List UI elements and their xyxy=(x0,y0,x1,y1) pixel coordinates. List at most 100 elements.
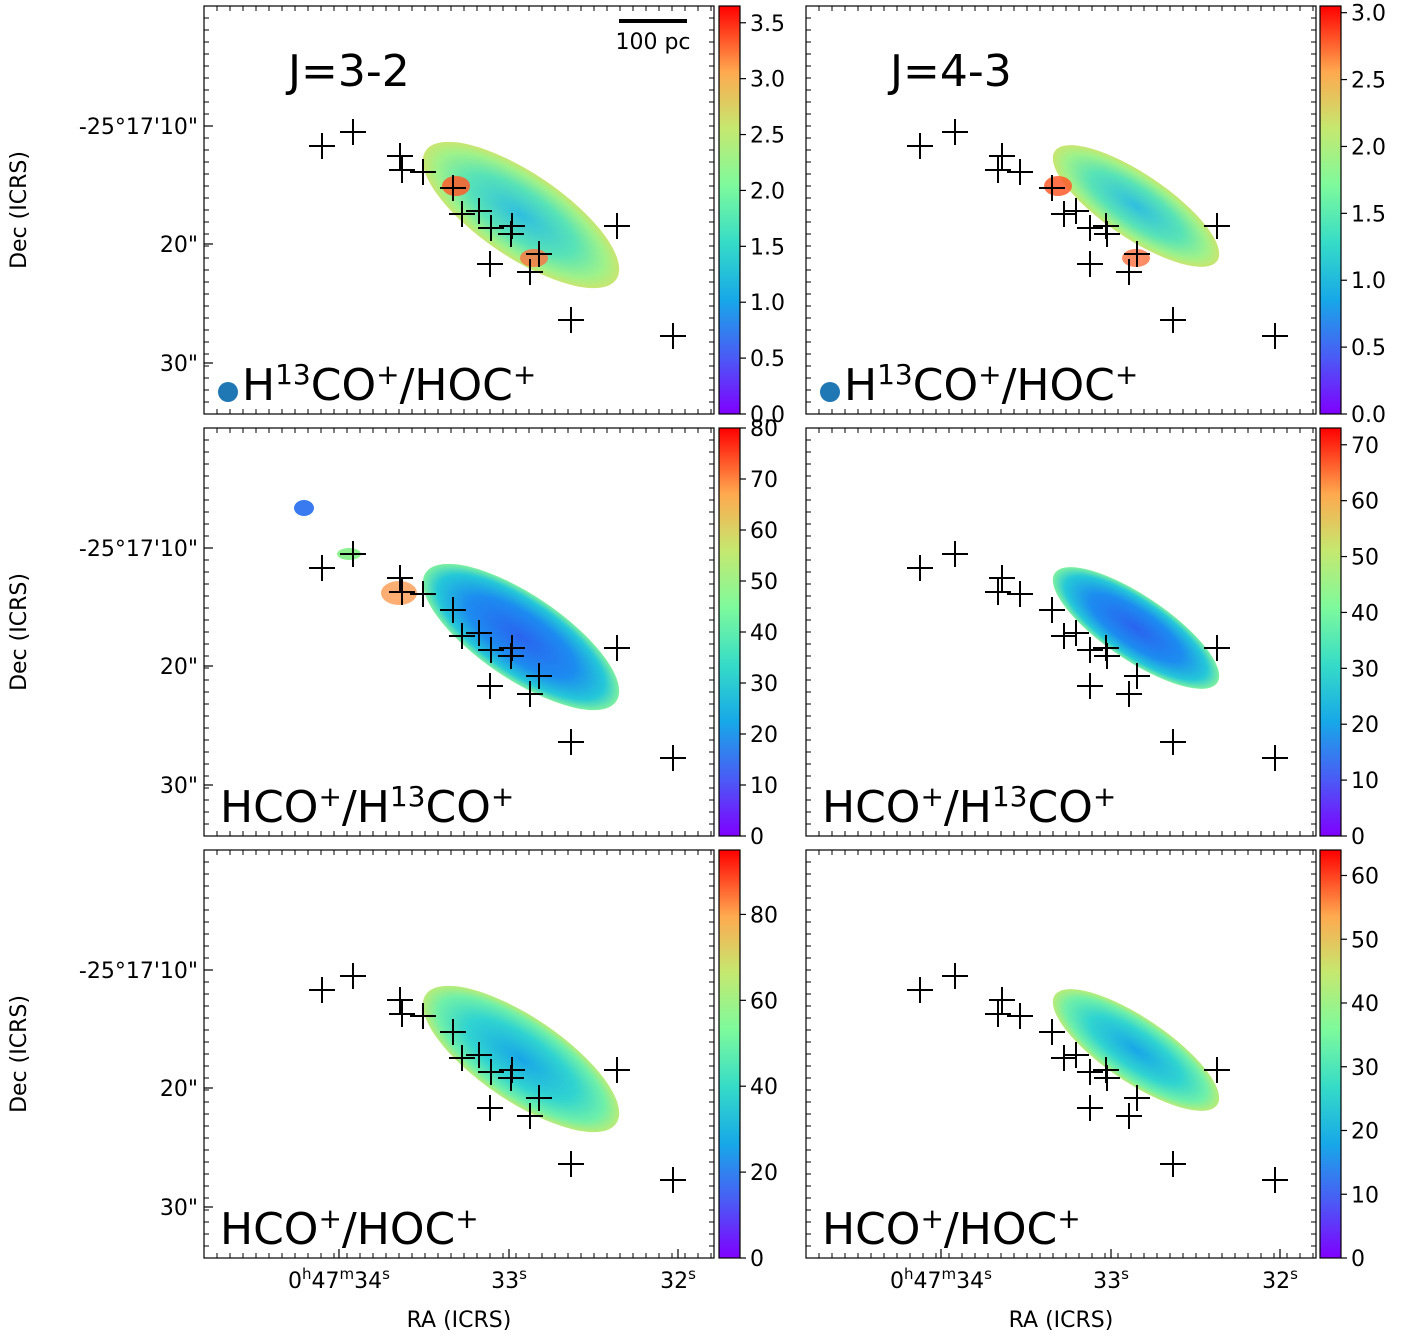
y-tick-label: 30" xyxy=(160,1196,198,1221)
source-cross-marker xyxy=(1063,620,1089,646)
source-cross-marker xyxy=(517,259,543,285)
source-cross-marker xyxy=(907,133,933,159)
colorbar-tick-label: 3.0 xyxy=(750,68,785,93)
source-cross-marker xyxy=(387,565,413,591)
ratio-label: HCO+/H13CO+ xyxy=(220,780,514,834)
source-cross-marker xyxy=(907,977,933,1003)
plot-frame xyxy=(805,5,1317,415)
emission-region xyxy=(422,985,620,1133)
emission-patch xyxy=(294,500,314,516)
source-cross-marker xyxy=(449,201,475,227)
plot-frame xyxy=(805,849,1317,1259)
colorbar-tick-label: 3.5 xyxy=(750,12,785,37)
source-cross-marker xyxy=(389,157,415,183)
source-cross-marker xyxy=(498,1065,524,1091)
source-cross-marker xyxy=(477,251,503,277)
source-cross-marker xyxy=(1094,221,1120,247)
source-cross-marker xyxy=(517,681,543,707)
source-cross-marker xyxy=(340,541,366,567)
source-cross-marker xyxy=(989,565,1015,591)
scalebar-label: 100 pc xyxy=(615,30,690,55)
beam-ellipse xyxy=(218,382,238,402)
source-cross-marker xyxy=(985,1001,1011,1027)
colorbar-tick-label: 80 xyxy=(750,417,778,442)
emission-region xyxy=(1052,989,1220,1111)
source-cross-marker xyxy=(478,1059,504,1085)
colorbar xyxy=(1319,849,1342,1259)
source-cross-marker xyxy=(604,635,630,661)
colorbar-tick-label: 1.0 xyxy=(1351,269,1386,294)
colorbar-tick-label: 70 xyxy=(750,468,778,493)
emission-region xyxy=(1052,145,1220,267)
source-cross-marker xyxy=(1262,323,1288,349)
source-cross-marker xyxy=(604,213,630,239)
plot-frame xyxy=(805,427,1317,837)
source-cross-marker xyxy=(989,143,1015,169)
panel-4: HCO+/H13CO+ 0 10 20 30 40 50 60 70 xyxy=(805,427,1379,850)
source-cross-marker xyxy=(1063,198,1089,224)
colorbar-tick-label: 30 xyxy=(1351,657,1379,682)
colorbar-tick-label: 2.0 xyxy=(750,179,785,204)
source-cross-marker xyxy=(498,221,524,247)
source-cross-marker xyxy=(526,1085,552,1111)
source-cross-marker xyxy=(440,175,466,201)
source-cross-marker xyxy=(477,673,503,699)
source-cross-marker xyxy=(1116,1103,1142,1129)
source-cross-marker xyxy=(1124,241,1150,267)
colorbar-tick-label: 60 xyxy=(1351,490,1379,515)
source-cross-marker xyxy=(985,157,1011,183)
y-tick-label: 30" xyxy=(160,774,198,799)
source-cross-marker xyxy=(660,323,686,349)
colorbar-tick-label: 0.5 xyxy=(1351,336,1386,361)
panel-5: HCO+/HOC+ -25°17'10" 20" 30" Dec (ICRS) 0h47m… xyxy=(7,849,778,1333)
emission-hotspot xyxy=(442,176,470,196)
source-cross-marker xyxy=(478,637,504,663)
colorbar-tick-label: 20 xyxy=(750,1161,778,1186)
colorbar-tick-label: 60 xyxy=(750,989,778,1014)
colorbar-tick-label: 30 xyxy=(1351,1056,1379,1081)
source-cross-marker xyxy=(309,977,335,1003)
y-tick-label: -25°17'10" xyxy=(79,959,198,984)
x-tick-label: 0h47m34s xyxy=(288,1265,390,1294)
source-cross-marker xyxy=(340,963,366,989)
ratio-label: HCO+/H13CO+ xyxy=(822,780,1116,834)
source-cross-marker xyxy=(1116,681,1142,707)
colorbar-tick-label: 10 xyxy=(1351,1183,1379,1208)
source-cross-marker xyxy=(1077,1059,1103,1085)
source-cross-marker xyxy=(1007,581,1033,607)
panel-3: HCO+/H13CO+ -25°17'10" 20" 30" Dec (ICRS) 0 10… xyxy=(7,417,778,850)
source-cross-marker xyxy=(526,663,552,689)
colorbar-tick-label: 50 xyxy=(1351,928,1379,953)
source-cross-marker xyxy=(1160,1151,1186,1177)
source-cross-marker xyxy=(907,555,933,581)
x-axis-label: RA (ICRS) xyxy=(1009,1308,1114,1333)
y-axis-label: Dec (ICRS) xyxy=(7,151,32,269)
source-cross-marker xyxy=(1039,597,1065,623)
source-cross-marker xyxy=(558,729,584,755)
source-cross-marker xyxy=(1063,1042,1089,1068)
source-cross-marker xyxy=(1124,663,1150,689)
colorbar-tick-label: 10 xyxy=(1351,769,1379,794)
source-cross-marker xyxy=(477,1095,503,1121)
source-cross-marker xyxy=(466,1042,492,1068)
colorbar-tick-label: 3.0 xyxy=(1351,2,1386,27)
source-cross-marker xyxy=(387,143,413,169)
colorbar-tick-label: 80 xyxy=(750,903,778,928)
colorbar-tick-label: 20 xyxy=(750,723,778,748)
panel-1: J=3-2 100 pc H13CO+/HOC+ -25°17'10" 20" 30" De… xyxy=(7,5,785,428)
colorbar xyxy=(718,427,741,837)
source-cross-marker xyxy=(389,579,415,605)
colorbar-tick-label: 1.5 xyxy=(1351,202,1386,227)
source-cross-marker xyxy=(389,1001,415,1027)
source-cross-marker xyxy=(1039,175,1065,201)
source-cross-marker xyxy=(558,1151,584,1177)
y-tick-label: 30" xyxy=(160,352,198,377)
panel-2: J=4-3 H13CO+/HOC+ 0.0 0.5 1.0 1.5 2.0 2.5 3.0 xyxy=(805,2,1386,428)
x-tick-label: 32s xyxy=(660,1265,696,1294)
source-cross-marker xyxy=(440,1019,466,1045)
colorbar xyxy=(718,5,741,415)
source-cross-marker xyxy=(558,307,584,333)
colorbar-tick-label: 2.5 xyxy=(750,124,785,149)
source-cross-marker xyxy=(1116,259,1142,285)
source-cross-marker xyxy=(1077,637,1103,663)
